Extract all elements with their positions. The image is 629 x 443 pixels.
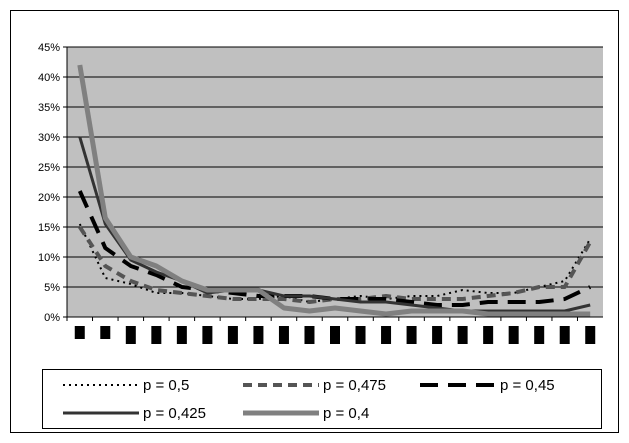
y-tick-label: 10% <box>38 252 60 264</box>
x-tick-label-box <box>483 326 494 344</box>
legend-label: p = 0,5 <box>143 377 190 394</box>
x-tick-label-box <box>381 326 392 344</box>
legend-item: p = 0,425 <box>61 403 236 423</box>
y-tick-label: 40% <box>38 72 60 84</box>
x-tick-label-box <box>585 326 596 344</box>
legend-swatch <box>63 384 139 386</box>
legend-label: p = 0,425 <box>143 405 206 422</box>
x-tick-label-box <box>406 326 417 344</box>
x-tick-label-box <box>253 326 264 344</box>
legend-label: p = 0,475 <box>323 377 386 394</box>
series-line-3 <box>78 136 591 313</box>
y-tick-label: 0% <box>44 312 60 324</box>
y-tick-label: 5% <box>44 282 60 294</box>
x-tick-label-box <box>278 326 289 344</box>
legend-swatch <box>243 410 319 416</box>
x-tick-label-box <box>151 326 162 344</box>
x-tick-label-box <box>534 326 545 344</box>
x-tick-label-box <box>559 326 570 344</box>
x-tick-label-box <box>432 326 443 344</box>
legend-label: p = 0,45 <box>500 377 555 394</box>
legend-item: p = 0,4 <box>241 403 416 423</box>
x-tick-label-box <box>100 326 111 339</box>
y-tick-label: 15% <box>38 222 60 234</box>
y-tick-label: 30% <box>38 132 60 144</box>
legend-label: p = 0,4 <box>323 405 370 422</box>
y-tick-label: 45% <box>38 42 60 54</box>
x-tick-label-box <box>330 326 340 344</box>
x-tick-label-box <box>227 326 238 344</box>
legend-swatch <box>420 383 496 387</box>
series-line-1 <box>78 225 592 304</box>
x-tick-label-box <box>304 326 315 344</box>
series-lines <box>77 64 592 317</box>
legend-item: p = 0,5 <box>61 375 236 395</box>
plot-background <box>67 47 603 317</box>
x-tick-label-box <box>74 326 85 339</box>
legend-item: p = 0,45 <box>418 375 593 395</box>
x-tick-label-box <box>355 326 366 344</box>
legend-item: p = 0,475 <box>241 375 416 395</box>
y-axis-ticks: 0% 5% 10% 15% 20% 25% 30% 35% 40% 45% <box>38 42 67 324</box>
y-tick-label: 20% <box>38 192 60 204</box>
x-axis-tick-labels <box>66 317 596 344</box>
x-tick-label-box <box>176 326 187 344</box>
x-tick-label-box <box>508 326 519 344</box>
x-tick-label-box <box>125 326 136 344</box>
legend-swatch <box>243 383 319 387</box>
gridlines <box>67 46 603 288</box>
legend: p = 0,5 p = 0,475 p = 0,45 p = 0,425 p = 0,4 <box>42 369 602 429</box>
y-tick-label: 35% <box>38 102 60 114</box>
x-tick-label-box <box>202 326 213 344</box>
x-tick-label-box <box>457 326 468 344</box>
y-tick-label: 25% <box>38 162 60 174</box>
legend-swatch <box>63 411 139 415</box>
series-line-4 <box>77 64 591 317</box>
